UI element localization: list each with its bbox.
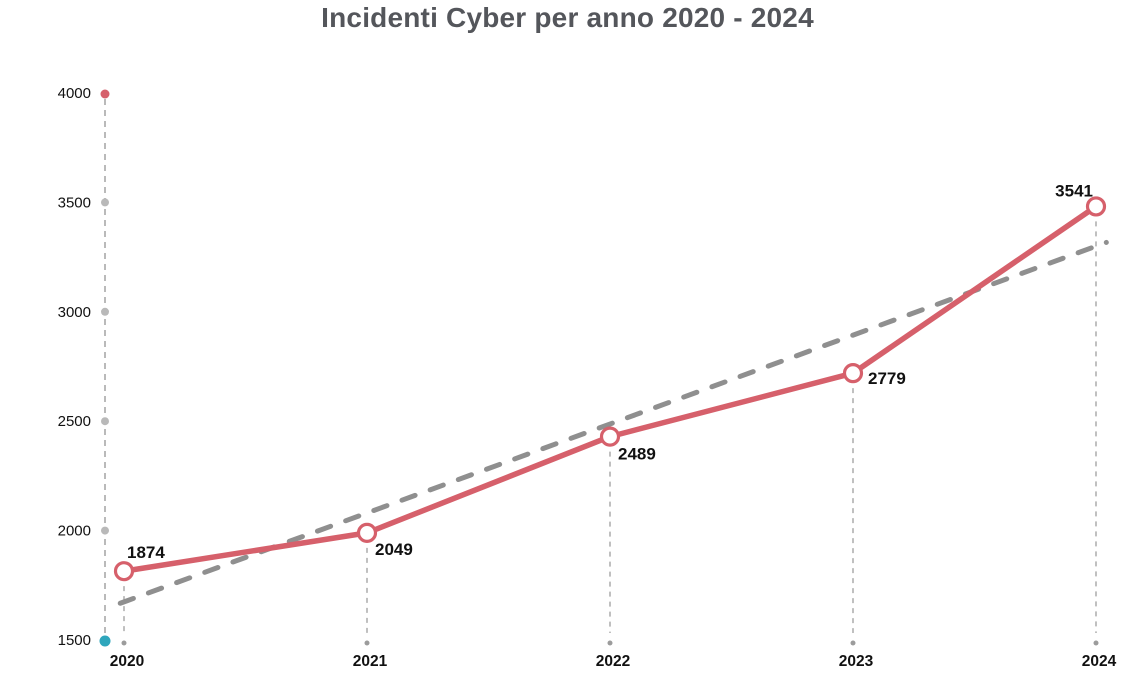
data-point-label: 3541 <box>1055 181 1093 200</box>
data-point <box>1085 196 1107 217</box>
data-point-label: 2489 <box>618 445 656 464</box>
year-gridline-dot <box>850 640 856 646</box>
year-gridline-dot <box>1093 640 1099 646</box>
year-gridline-dot <box>364 640 370 646</box>
y-tick-label: 1500 <box>58 632 91 649</box>
data-point <box>356 522 378 543</box>
data-point-label: 1874 <box>127 543 165 562</box>
data-point <box>599 426 621 447</box>
y-axis-tick-dot <box>101 198 109 207</box>
y-axis-tick-dot <box>101 526 109 535</box>
x-tick-label: 2023 <box>839 653 874 670</box>
data-point-label: 2779 <box>868 369 906 388</box>
y-tick-label: 3500 <box>58 194 91 211</box>
y-axis-tick-dot <box>101 307 109 316</box>
year-gridline-dot <box>121 640 127 646</box>
x-tick-label: 2020 <box>110 653 144 670</box>
y-tick-label: 3000 <box>58 304 91 321</box>
y-tick-label: 4000 <box>58 85 91 102</box>
x-tick-label: 2022 <box>596 653 630 670</box>
y-axis-bottom-dot <box>99 635 111 647</box>
data-point <box>113 561 135 582</box>
year-gridline-dot <box>607 640 613 646</box>
y-axis-tick-dot <box>101 417 109 426</box>
trend-line <box>117 239 1109 606</box>
data-point <box>842 363 864 384</box>
x-tick-label: 2024 <box>1082 653 1117 670</box>
chart-title: Incidenti Cyber per anno 2020 - 2024 <box>321 2 814 33</box>
data-point-label: 2049 <box>375 540 413 559</box>
y-axis-top-dot <box>100 89 110 99</box>
y-tick-label: 2000 <box>58 523 91 540</box>
x-tick-label: 2021 <box>353 653 388 670</box>
y-tick-label: 2500 <box>58 413 91 430</box>
